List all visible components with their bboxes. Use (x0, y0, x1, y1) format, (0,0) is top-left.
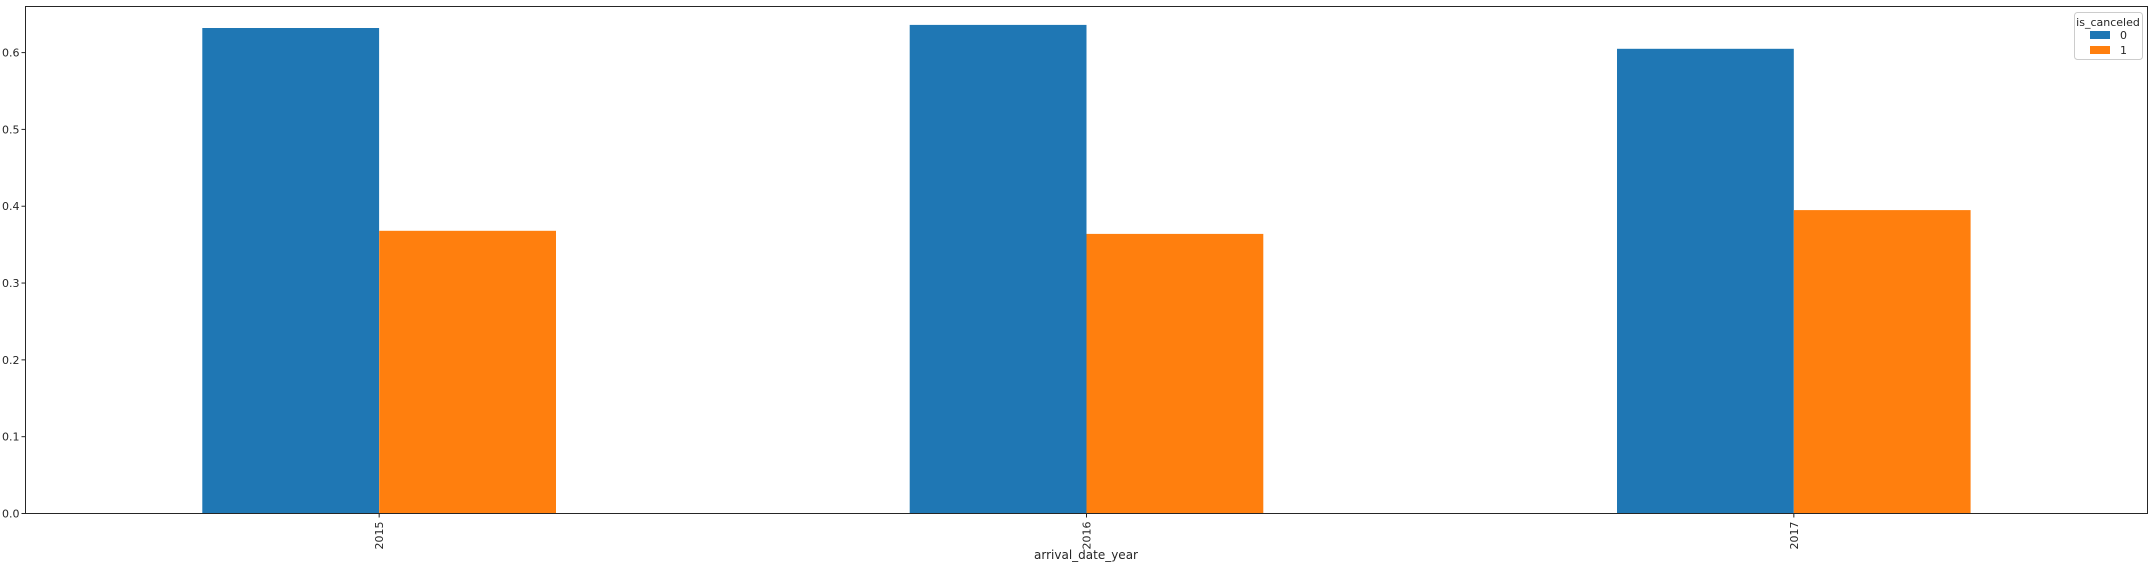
y-axis: 0.0 0.1 0.2 0.3 0.4 0.5 0.6 (2, 47, 26, 521)
legend: is_canceled 0 1 (2074, 12, 2143, 60)
bar-2016-series-0 (909, 24, 1087, 514)
x-tick-label-2016: 2016 (1081, 522, 1094, 550)
y-tick-label: 0.0 (2, 508, 20, 521)
y-tick-label: 0.1 (2, 431, 20, 444)
bar-2015-series-1 (379, 230, 556, 514)
x-tick-label-2017: 2017 (1788, 522, 1801, 550)
y-tick-label: 0.2 (2, 354, 20, 367)
legend-label-1: 1 (2120, 44, 2127, 57)
y-tick-label: 0.6 (2, 47, 20, 60)
bar-2015-series-0 (202, 28, 380, 514)
legend-swatch-1 (2090, 46, 2110, 54)
legend-title: is_canceled (2076, 16, 2140, 29)
x-axis: 2015 2016 2017 (373, 513, 1801, 550)
y-tick-label: 0.4 (2, 200, 20, 213)
x-tick-label-2015: 2015 (373, 522, 386, 550)
y-tick-label: 0.5 (2, 123, 20, 136)
legend-swatch-0 (2090, 31, 2110, 39)
y-tick-label: 0.3 (2, 277, 20, 290)
bar-2017-series-0 (1617, 48, 1794, 514)
x-axis-title: arrival_date_year (1034, 548, 1138, 562)
bar-2016-series-1 (1086, 233, 1264, 514)
legend-label-0: 0 (2120, 29, 2127, 42)
bars-layer (202, 24, 1971, 514)
bar-2017-series-1 (1793, 210, 1971, 514)
